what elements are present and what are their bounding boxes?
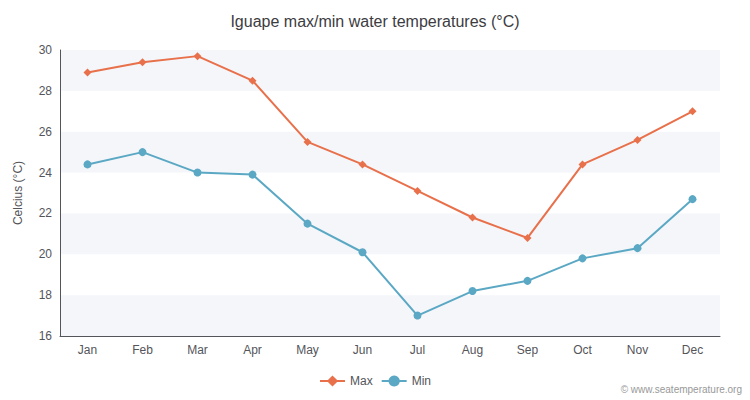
svg-text:18: 18	[39, 288, 53, 302]
svg-text:Jul: Jul	[410, 343, 425, 357]
svg-text:Aug: Aug	[462, 343, 483, 357]
svg-text:26: 26	[39, 125, 53, 139]
svg-text:Mar: Mar	[187, 343, 208, 357]
svg-text:Feb: Feb	[132, 343, 153, 357]
svg-text:24: 24	[39, 166, 53, 180]
svg-text:Oct: Oct	[573, 343, 592, 357]
svg-text:Dec: Dec	[682, 343, 703, 357]
svg-text:Sep: Sep	[517, 343, 539, 357]
svg-text:Jan: Jan	[78, 343, 97, 357]
svg-text:Min: Min	[412, 374, 431, 388]
svg-text:© www.seatemperature.org: © www.seatemperature.org	[621, 384, 742, 395]
svg-text:Iguape max/min water temperatu: Iguape max/min water temperatures (°C)	[230, 13, 519, 30]
svg-text:Apr: Apr	[243, 343, 262, 357]
svg-text:20: 20	[39, 247, 53, 261]
svg-text:30: 30	[39, 43, 53, 57]
svg-text:28: 28	[39, 84, 53, 98]
svg-text:16: 16	[39, 329, 53, 343]
svg-text:Celcius (°C): Celcius (°C)	[11, 161, 25, 225]
svg-text:Nov: Nov	[627, 343, 648, 357]
svg-text:22: 22	[39, 206, 53, 220]
svg-text:Jun: Jun	[353, 343, 372, 357]
svg-text:Max: Max	[350, 374, 373, 388]
svg-text:May: May	[296, 343, 319, 357]
